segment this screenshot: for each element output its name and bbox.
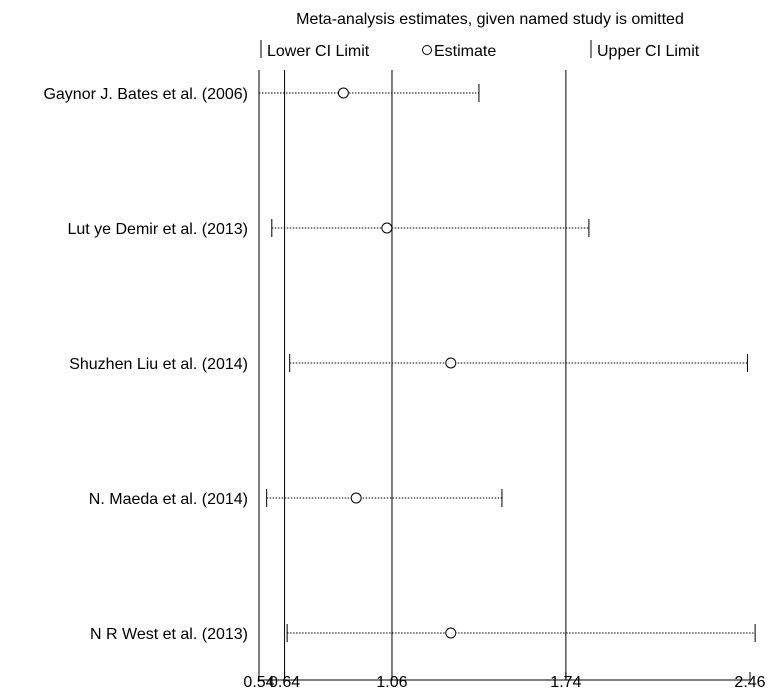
estimate-point <box>445 627 457 639</box>
plot-area: 0.540.64 1.06 1.74 2.46 Gaynor J. Bates et a… <box>43 70 766 690</box>
legend-upper-label: Upper CI Limit <box>597 43 700 60</box>
estimate-point <box>337 87 349 99</box>
x-tick-label: 0.64 <box>269 674 300 690</box>
x-tick-label: 1.74 <box>550 674 581 690</box>
estimate-point <box>381 222 393 234</box>
x-tick-label: 0.54 <box>243 674 274 690</box>
study-label: N. Maeda et al. (2014) <box>89 491 248 508</box>
study-label: Shuzhen Liu et al. (2014) <box>69 356 248 373</box>
estimate-point <box>445 357 457 369</box>
chart-title: Meta-analysis estimates, given named stu… <box>296 11 684 28</box>
study-label: N R West et al. (2013) <box>90 626 248 643</box>
legend-estimate-label: Estimate <box>434 43 496 60</box>
x-tick-label: 2.46 <box>734 674 765 690</box>
estimate-point <box>350 492 362 504</box>
legend-lower-label: Lower CI Limit <box>267 43 370 60</box>
study-label: Gaynor J. Bates et al. (2006) <box>43 86 248 103</box>
x-tick-label: 1.06 <box>376 674 407 690</box>
legend-estimate-marker <box>422 45 432 55</box>
legend: Lower CI Limit Estimate Upper CI Limit <box>260 40 700 60</box>
study-label: Lut ye Demir et al. (2013) <box>67 221 248 238</box>
